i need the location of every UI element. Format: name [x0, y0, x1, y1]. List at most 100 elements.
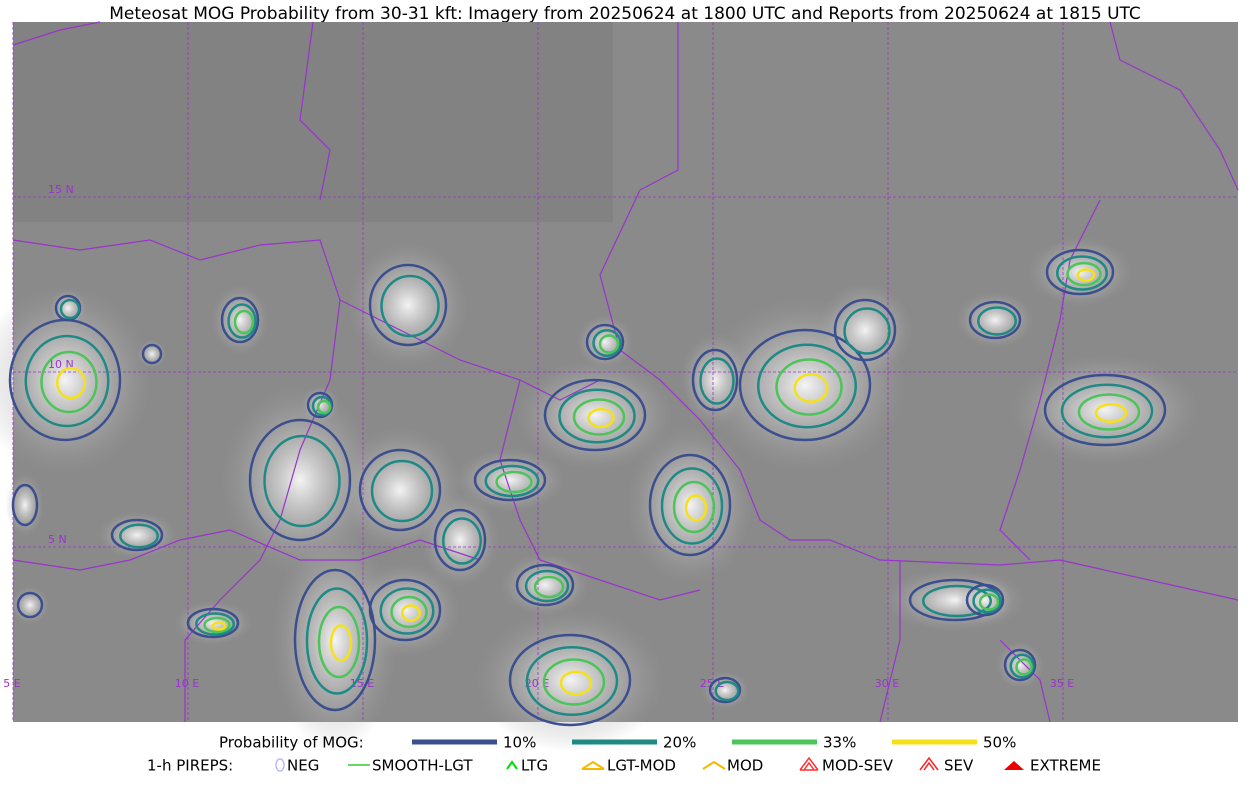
legend-label: 20%: [663, 734, 696, 752]
contour: [775, 358, 843, 416]
legend-label: 50%: [983, 734, 1016, 752]
contour: [515, 563, 575, 607]
contour: [233, 309, 255, 335]
legend-label: NEG: [287, 757, 319, 775]
contour: [572, 398, 626, 436]
contour: [592, 329, 622, 357]
contour: [305, 587, 369, 695]
contour: [1094, 403, 1128, 423]
contour: [317, 605, 361, 679]
cloud: [420, 492, 500, 588]
cloud: [10, 585, 50, 625]
contour: [473, 458, 547, 502]
contour: [358, 448, 442, 532]
contour: [542, 658, 606, 706]
contour: [559, 670, 593, 696]
legend-label: 10%: [503, 734, 536, 752]
contour: [1060, 383, 1154, 439]
contour: [1056, 255, 1108, 291]
contour: [227, 303, 257, 339]
cloud: [173, 600, 253, 646]
contour: [965, 583, 1005, 617]
contour: [495, 470, 533, 494]
contour: [598, 334, 620, 354]
contour: [119, 523, 159, 549]
contour: [793, 373, 829, 403]
legend-label: SMOOTH-LGT: [372, 757, 473, 775]
contour: [195, 612, 235, 636]
contour: [714, 680, 740, 702]
longitude-label: 30 E: [875, 677, 899, 690]
contour: [533, 575, 565, 599]
contour: [248, 418, 352, 542]
contour: [379, 587, 435, 635]
cloud: [48, 288, 88, 328]
latitude-label: 15 N: [48, 183, 74, 196]
contour: [293, 568, 377, 712]
contour: [558, 388, 636, 444]
cloud: [576, 314, 634, 370]
pirep-icon: [506, 760, 518, 770]
latitude-label: 5 N: [48, 533, 67, 546]
contour: [59, 298, 81, 320]
contour: [370, 459, 434, 523]
legend-label: LGT-MOD: [607, 757, 676, 775]
legend-heading: 1-h PIREPS:: [147, 757, 233, 775]
contour: [648, 453, 732, 557]
contour: [972, 588, 1002, 614]
contour: [543, 378, 647, 452]
contour: [401, 604, 421, 622]
cloud: [679, 332, 751, 428]
cloud: [271, 528, 399, 752]
contour: [316, 399, 332, 415]
cloud: [1009, 354, 1201, 466]
longitude-label: 35 E: [1050, 677, 1074, 690]
contour: [203, 616, 231, 634]
contour: [922, 584, 992, 618]
legend-label: 33%: [823, 734, 856, 752]
contour: [390, 595, 428, 629]
contour: [1045, 248, 1115, 296]
contour: [1009, 653, 1035, 679]
cloud: [955, 291, 1035, 349]
contour: [978, 593, 1000, 611]
cloud: [347, 241, 469, 369]
legend-label: SEV: [944, 757, 974, 775]
contour: [691, 348, 739, 412]
contour: [1043, 373, 1167, 447]
cloud-layer: [0, 236, 1201, 752]
cloud: [626, 425, 754, 585]
contour: [442, 517, 482, 565]
pirep-icon: [702, 760, 726, 770]
legend-label: LTG: [521, 757, 548, 775]
cloud: [817, 282, 913, 378]
contour: [110, 518, 164, 552]
contour: [660, 467, 724, 545]
contour: [1066, 261, 1102, 287]
cloud: [0, 284, 153, 476]
legend-label: MOD-SEV: [822, 757, 894, 775]
contour: [484, 464, 540, 498]
contour: [433, 508, 487, 572]
contour: [141, 343, 163, 365]
contour: [738, 328, 872, 442]
pirep-icon: [1004, 761, 1024, 770]
longitude-label: 10 E: [175, 677, 199, 690]
cloud: [97, 511, 177, 559]
contour: [380, 274, 440, 338]
legend-label: EXTREME: [1030, 757, 1101, 775]
contour: [968, 300, 1022, 340]
contour: [211, 621, 227, 631]
contour: [757, 343, 857, 429]
contour: [977, 306, 1017, 336]
cloud: [474, 608, 666, 752]
pirep-icon: [799, 756, 819, 771]
contour: [1015, 658, 1033, 676]
contour: [24, 334, 110, 428]
contour: [672, 480, 716, 534]
contour: [11, 483, 39, 527]
contour: [508, 633, 632, 727]
cloud: [220, 384, 380, 576]
contour: [220, 296, 260, 344]
